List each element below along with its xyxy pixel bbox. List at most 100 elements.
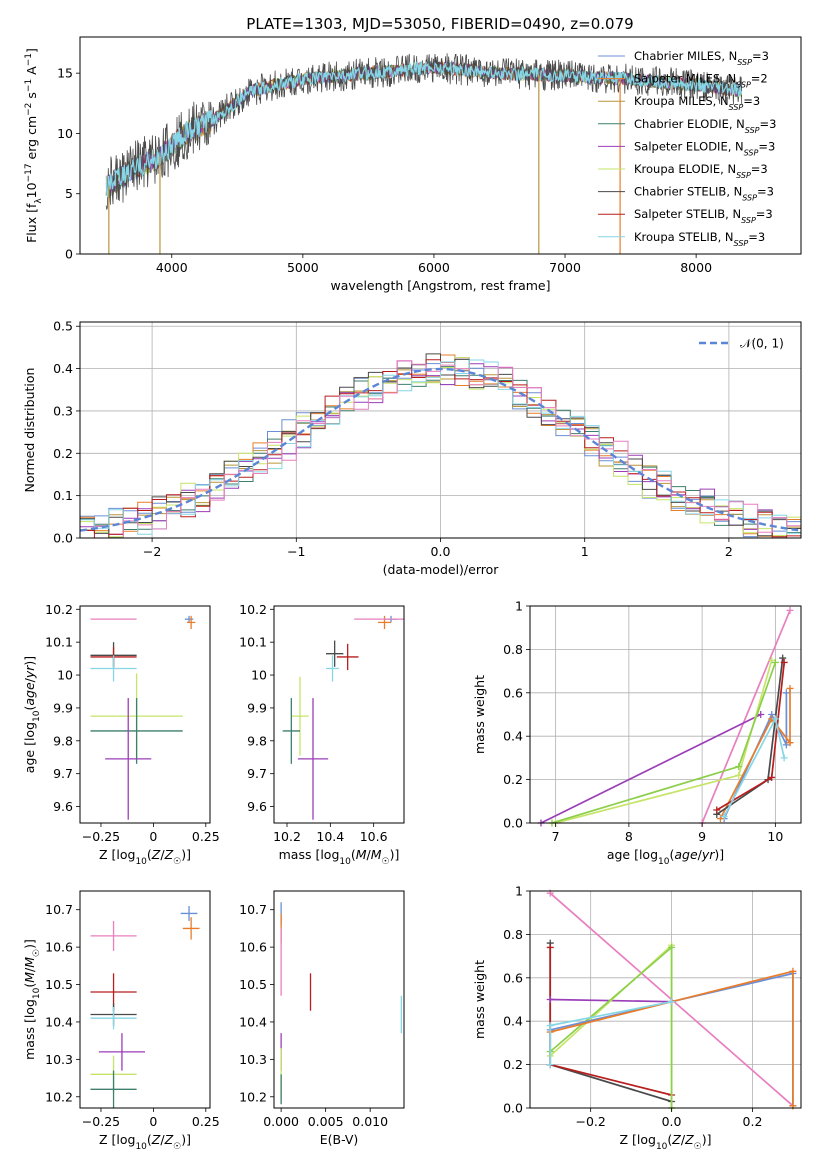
- weight-vs-Z-axes-frame: [529, 890, 802, 1109]
- residuals-ytick-label: 0.1: [53, 488, 73, 503]
- weight-vs-Z-ytick-label: 1: [515, 884, 523, 899]
- mass-vs-EBV-ytick-label: 10.6: [239, 940, 267, 955]
- residuals-ytick-label: 0.4: [53, 361, 73, 376]
- weight-vs-age-ytick-label: 0.6: [503, 685, 523, 700]
- weight-marker: [786, 606, 794, 614]
- legend-entry: Kroupa STELIB, NSSP=3: [634, 230, 765, 248]
- weight-marker: [668, 998, 676, 1006]
- spectrum-ytick-label: 0: [65, 247, 73, 262]
- weight-marker: [546, 943, 554, 951]
- mass-vs-Z-ytick-label: 10.3: [45, 1052, 73, 1067]
- spectrum-xtick-label: 4000: [156, 260, 188, 275]
- residuals-xtick-label: −2: [143, 544, 161, 559]
- spectrum-ytick-label: 15: [57, 66, 73, 81]
- weight-vs-age-ytick-label: 0.4: [503, 729, 523, 744]
- age-vs-mass-ytick-label: 9.6: [247, 799, 267, 814]
- weight-marker: [735, 771, 743, 779]
- spectrum-line: [105, 53, 743, 210]
- spectrum-line: [105, 61, 743, 198]
- residuals-xtick-label: −1: [287, 544, 305, 559]
- legend-entry: Salpeter STELIB, NSSP=3: [634, 207, 773, 225]
- residuals-xtick-label: 0.0: [431, 544, 451, 559]
- age-vs-mass-ytick-label: 9.7: [247, 766, 267, 781]
- weight-line: [701, 609, 791, 823]
- age-vs-mass-ytick-label: 10.1: [239, 635, 267, 650]
- age-vs-Z-xtick-label: −0.25: [82, 829, 120, 844]
- age-vs-Z-ylabel: age [log10(age/yr)]: [22, 656, 42, 773]
- age-vs-Z-ytick-label: 9.6: [53, 799, 73, 814]
- age-vs-Z-ytick-label: 9.8: [53, 733, 73, 748]
- mass-vs-Z-axes-frame: [79, 890, 211, 1109]
- mass-vs-EBV-xtick-label: 0.000: [263, 1114, 299, 1129]
- mass-vs-EBV-axes-frame: [273, 890, 405, 1109]
- spectrum-axes-frame: [79, 36, 802, 255]
- residuals-ytick-label: 0.0: [53, 531, 73, 546]
- weight-vs-age-ytick-label: 0.2: [503, 772, 523, 787]
- mass-vs-EBV-ytick-label: 10.2: [239, 1089, 267, 1104]
- weight-marker: [716, 815, 724, 823]
- age-vs-mass-ytick-label: 10.2: [239, 602, 267, 617]
- weight-marker: [713, 806, 721, 814]
- age-vs-Z-xtick-label: 0: [149, 829, 157, 844]
- legend-entry: Chabrier MILES, NSSP=3: [634, 49, 769, 67]
- spectrum-line: [105, 61, 743, 196]
- weight-vs-Z-xtick-label: 0.2: [743, 1114, 763, 1129]
- age-vs-Z-ytick-label: 9.7: [53, 766, 73, 781]
- weight-vs-age-ytick-label: 0.8: [503, 642, 523, 657]
- mass-vs-EBV-xtick-label: 0.005: [308, 1114, 344, 1129]
- age-vs-mass-ytick-label: 10: [251, 668, 267, 683]
- grid-layer: [80, 322, 801, 1109]
- weight-marker: [780, 658, 788, 666]
- mass-vs-Z-ytick-label: 10.2: [45, 1089, 73, 1104]
- spectrum-ytick-label: 5: [65, 186, 73, 201]
- weight-marker: [735, 763, 743, 771]
- mass-vs-EBV-xtick-label: 0.010: [352, 1114, 388, 1129]
- weight-line: [549, 970, 794, 1106]
- age-vs-mass-xtick-label: 10.6: [360, 829, 388, 844]
- mass-vs-EBV-xlabel: E(B-V): [320, 1132, 359, 1147]
- weight-marker: [546, 1061, 554, 1069]
- mass-vs-Z-ytick-label: 10.7: [45, 902, 73, 917]
- mass-vs-Z-ytick-label: 10.6: [45, 940, 73, 955]
- mass-vs-Z-xtick-label: 0: [149, 1114, 157, 1129]
- weight-vs-Z-ytick-label: 0.4: [503, 1014, 523, 1029]
- legend-entry: Chabrier ELODIE, NSSP=3: [634, 117, 776, 135]
- weight-line: [549, 1000, 672, 1065]
- weight-vs-age-xlabel: age [log10(age/yr)]: [607, 847, 724, 867]
- mass-vs-EBV-ytick-label: 10.7: [239, 902, 267, 917]
- weight-marker: [768, 656, 776, 664]
- weight-marker: [780, 754, 788, 762]
- weight-marker: [546, 1022, 554, 1030]
- age-vs-mass-xtick-label: 10.4: [316, 829, 344, 844]
- weight-marker: [668, 943, 676, 951]
- weight-marker: [782, 689, 790, 697]
- weight-vs-age-ylabel: mass weight: [472, 675, 487, 754]
- residuals-xlabel: (data-model)/error: [383, 562, 500, 577]
- figure-title: PLATE=1303, MJD=53050, FIBERID=0490, z=0…: [246, 15, 633, 33]
- age-vs-mass-axes-frame: [273, 605, 405, 824]
- weight-marker: [768, 773, 776, 781]
- weight-vs-Z-ytick-label: 0.8: [503, 927, 523, 942]
- age-vs-Z-ytick-label: 10.1: [45, 635, 73, 650]
- age-vs-Z-ytick-label: 9.9: [53, 700, 73, 715]
- weight-marker: [720, 812, 728, 820]
- weight-marker: [786, 739, 794, 747]
- weight-line: [719, 688, 791, 820]
- residuals-ytick-label: 0.5: [53, 319, 73, 334]
- spectrum-ytick-label: 10: [57, 126, 73, 141]
- weight-vs-age-xtick-label: 8: [625, 829, 633, 844]
- plot-layer: [80, 53, 801, 1112]
- age-vs-Z-xlabel: Z [log10(Z/Z☉)]: [99, 847, 191, 867]
- spectrum-xtick-label: 7000: [549, 260, 581, 275]
- legend-entry: Salpeter MILES, NSSP=2: [634, 72, 768, 90]
- weight-marker: [546, 996, 554, 1003]
- age-vs-mass-xlabel: mass [log10(M/M☉)]: [279, 847, 400, 867]
- mass-vs-EBV-ytick-label: 10.3: [239, 1052, 267, 1067]
- weight-marker: [757, 711, 765, 718]
- mass-vs-Z-xtick-label: −0.25: [82, 1114, 120, 1129]
- age-vs-mass-ytick-label: 9.8: [247, 733, 267, 748]
- legend-entry: Salpeter ELODIE, NSSP=3: [634, 139, 775, 157]
- weight-vs-age-axes-frame: [529, 605, 802, 824]
